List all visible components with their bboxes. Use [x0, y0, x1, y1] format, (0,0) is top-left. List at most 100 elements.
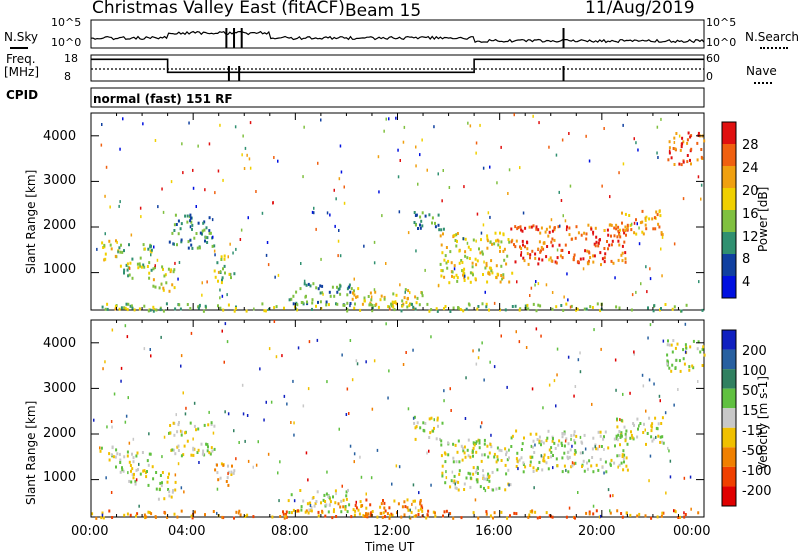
heat-cell: [404, 290, 406, 294]
velocity-cbar-tick: -50: [742, 444, 764, 459]
velocity-cbar-tick: -100: [742, 464, 772, 479]
heat-cell: [539, 304, 542, 308]
heat-cell: [222, 308, 225, 312]
heat-cell: [455, 244, 458, 248]
heat-cell: [619, 228, 621, 232]
power-ytick: 2000: [43, 218, 77, 233]
velocity-panel-frame: [90, 319, 705, 518]
heat-cell: [463, 185, 465, 189]
heat-cell: [617, 239, 620, 243]
heat-cell: [353, 306, 356, 310]
heat-cell: [620, 512, 623, 515]
heat-cell: [646, 432, 649, 435]
heat-cell: [667, 339, 669, 343]
heat-cell: [614, 444, 616, 448]
heat-cell: [331, 285, 334, 289]
heat-cell: [328, 290, 331, 294]
heat-cell: [603, 127, 605, 130]
heat-cell: [180, 238, 183, 242]
heat-cell: [353, 452, 356, 456]
heat-cell: [339, 505, 342, 509]
heat-cell: [172, 421, 175, 425]
heat-cell: [677, 388, 679, 391]
heat-cell: [462, 449, 465, 453]
heat-cell: [564, 439, 567, 443]
heat-cell: [426, 513, 429, 517]
heat-cell: [131, 467, 134, 471]
heat-cell: [217, 279, 219, 283]
heat-cell: [417, 227, 419, 230]
heat-cell: [626, 442, 629, 446]
heat-cell: [494, 231, 497, 235]
heat-cell: [405, 351, 407, 354]
heat-cell: [659, 214, 662, 218]
heat-cell: [168, 490, 171, 494]
heat-cell: [150, 268, 153, 272]
heat-cell: [401, 304, 404, 308]
heat-cell: [452, 460, 455, 464]
heat-cell: [654, 416, 657, 420]
heat-cell: [606, 240, 608, 243]
heat-cell: [553, 226, 556, 230]
heat-cell: [370, 295, 373, 299]
heat-cell: [132, 460, 135, 464]
heat-cell: [332, 510, 335, 514]
heat-cell: [525, 346, 528, 349]
heat-cell: [475, 141, 478, 145]
heat-cell: [397, 502, 400, 506]
heat-cell: [496, 272, 499, 276]
heat-cell: [345, 490, 348, 494]
heat-cell: [561, 138, 564, 142]
heat-cell: [371, 306, 374, 310]
heat-cell: [324, 514, 327, 518]
heat-cell: [278, 499, 280, 503]
heat-cell: [662, 339, 665, 343]
heat-cell: [610, 234, 612, 238]
heat-cell: [604, 252, 607, 256]
heat-cell: [625, 435, 628, 439]
heat-cell: [305, 509, 308, 513]
heat-cell: [325, 303, 328, 307]
heat-cell: [343, 303, 346, 307]
heat-cell: [603, 256, 606, 260]
heat-cell: [322, 498, 325, 502]
heat-cell: [472, 238, 475, 242]
heat-cell: [127, 274, 130, 278]
heat-cell: [127, 471, 129, 475]
heat-cell: [529, 460, 532, 464]
velocity-ytick: 3000: [43, 381, 77, 396]
heat-cell: [206, 241, 209, 244]
heat-cell: [368, 303, 371, 307]
heat-cell: [361, 504, 364, 508]
heat-cell: [584, 447, 587, 451]
heat-cell: [622, 392, 624, 396]
colorbar-swatch: [722, 330, 736, 350]
heat-cell: [128, 460, 131, 464]
heat-cell: [142, 263, 145, 267]
heat-cell: [138, 462, 140, 466]
heat-cell: [385, 262, 387, 265]
heat-cell: [586, 249, 589, 253]
heat-cell: [108, 239, 111, 243]
heat-cell: [672, 147, 675, 150]
heat-cell: [101, 305, 104, 309]
heat-cell: [475, 468, 478, 472]
heat-cell: [214, 275, 217, 279]
heat-cell: [175, 413, 177, 417]
heat-cell: [214, 468, 217, 472]
heat-cell: [535, 468, 538, 472]
heat-cell: [594, 445, 596, 449]
heat-cell: [624, 260, 627, 264]
heat-cell: [165, 281, 168, 285]
heat-cell: [493, 455, 496, 459]
heat-cell: [180, 433, 183, 437]
heat-cell: [648, 217, 651, 221]
heat-cell: [531, 509, 534, 513]
heat-cell: [453, 275, 456, 279]
heat-cell: [412, 348, 414, 352]
heat-cell: [414, 437, 417, 441]
heat-cell: [684, 513, 687, 516]
heat-cell: [582, 459, 585, 463]
heat-cell: [179, 429, 182, 433]
heat-cell: [458, 261, 461, 265]
